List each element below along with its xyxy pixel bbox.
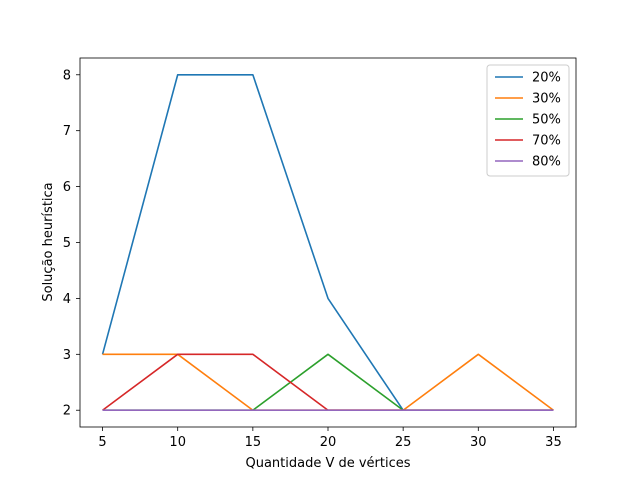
y-tick-label: 7 — [63, 124, 71, 139]
legend-label: 80% — [532, 155, 561, 170]
x-tick-label: 25 — [395, 435, 412, 450]
x-tick-label: 5 — [98, 435, 106, 450]
x-tick-label: 15 — [245, 435, 262, 450]
y-tick-label: 3 — [63, 348, 71, 363]
legend-box — [486, 64, 570, 177]
y-axis-ticks: 2 3 4 5 6 7 8 — [63, 68, 80, 419]
legend-label: 70% — [532, 134, 561, 149]
x-tick-label: 10 — [169, 435, 186, 450]
series-line-20pct — [101, 73, 404, 411]
x-tick-label: 35 — [545, 435, 562, 450]
legend-label: 50% — [532, 113, 561, 128]
legend-label: 20% — [532, 71, 561, 86]
x-axis-label: Quantidade V de vértices — [245, 456, 410, 471]
y-tick-label: 6 — [63, 180, 71, 195]
y-tick-label: 4 — [63, 292, 71, 307]
legend: 20% 30% 50% 70% 80% — [486, 64, 570, 177]
y-tick-label: 5 — [63, 236, 71, 251]
series-layer — [101, 73, 554, 412]
x-axis-ticks: 5 10 15 20 25 30 35 — [98, 427, 562, 450]
legend-label: 30% — [532, 92, 561, 107]
y-axis-label: Solução heurística — [41, 182, 56, 301]
y-tick-label: 2 — [63, 404, 71, 419]
x-tick-label: 30 — [470, 435, 487, 450]
y-tick-label: 8 — [63, 68, 71, 83]
x-tick-label: 20 — [320, 435, 337, 450]
